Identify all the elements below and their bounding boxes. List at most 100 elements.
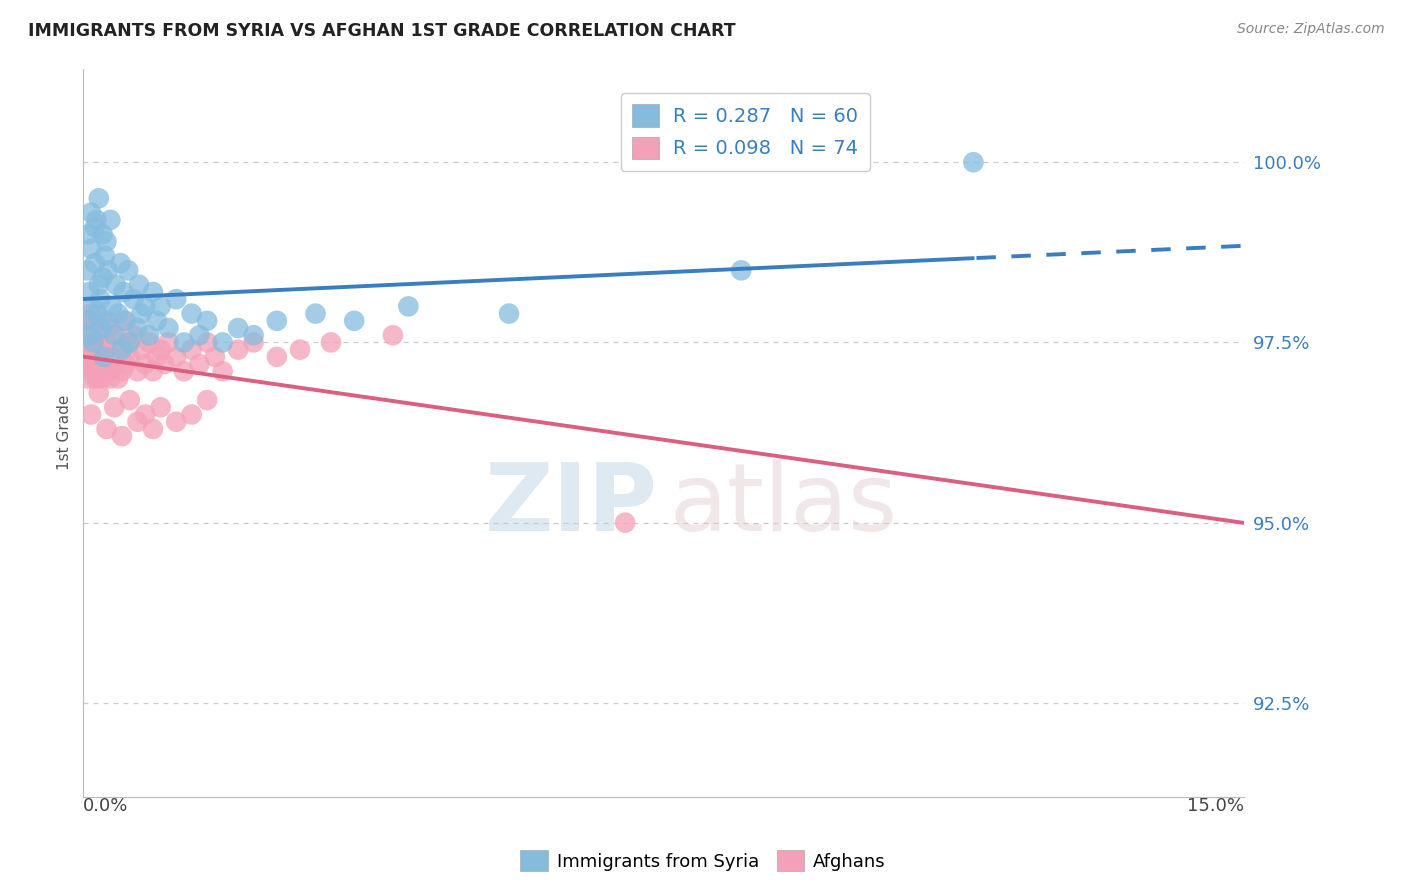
Point xyxy=(100,371,122,385)
Point xyxy=(498,307,520,321)
Point xyxy=(319,335,342,350)
Point xyxy=(84,321,107,335)
Point xyxy=(97,321,120,335)
Point xyxy=(122,328,145,343)
Point xyxy=(142,364,165,378)
Point xyxy=(104,328,127,343)
Point xyxy=(142,285,165,299)
Point xyxy=(91,371,114,385)
Point xyxy=(211,364,233,378)
Point xyxy=(103,401,125,415)
Point xyxy=(173,335,195,350)
Point xyxy=(204,350,226,364)
Point xyxy=(91,227,114,242)
Text: ZIP: ZIP xyxy=(485,459,658,551)
Point xyxy=(157,321,180,335)
Point xyxy=(103,328,125,343)
Point xyxy=(149,401,172,415)
Point xyxy=(94,357,117,371)
Point xyxy=(115,314,138,328)
Point xyxy=(149,343,172,357)
Point xyxy=(118,350,141,364)
Point xyxy=(138,328,160,343)
Point xyxy=(111,364,134,378)
Text: 15.0%: 15.0% xyxy=(1187,797,1244,814)
Point xyxy=(101,350,124,364)
Point xyxy=(87,191,110,205)
Point xyxy=(82,364,104,378)
Point xyxy=(86,213,108,227)
Point xyxy=(87,371,110,385)
Point xyxy=(75,350,97,364)
Point xyxy=(79,307,101,321)
Legend: Immigrants from Syria, Afghans: Immigrants from Syria, Afghans xyxy=(513,843,893,879)
Point xyxy=(122,292,145,306)
Point xyxy=(96,314,118,328)
Point xyxy=(97,364,120,378)
Point xyxy=(80,205,103,219)
Point xyxy=(115,357,138,371)
Point xyxy=(180,307,202,321)
Point xyxy=(226,343,249,357)
Point xyxy=(165,415,187,429)
Point xyxy=(165,292,187,306)
Point xyxy=(730,263,752,277)
Point xyxy=(89,292,111,306)
Text: Source: ZipAtlas.com: Source: ZipAtlas.com xyxy=(1237,22,1385,37)
Point xyxy=(226,321,249,335)
Point xyxy=(110,256,132,270)
Point xyxy=(110,343,132,357)
Point xyxy=(87,277,110,292)
Point xyxy=(80,343,103,357)
Point xyxy=(266,350,288,364)
Point xyxy=(266,314,288,328)
Point xyxy=(134,357,156,371)
Point xyxy=(82,299,104,313)
Point xyxy=(180,408,202,422)
Point xyxy=(89,314,111,328)
Text: atlas: atlas xyxy=(669,459,898,551)
Point xyxy=(146,350,169,364)
Point xyxy=(100,213,122,227)
Point xyxy=(118,335,141,350)
Point xyxy=(146,314,169,328)
Point xyxy=(87,350,110,364)
Point xyxy=(242,328,264,343)
Point xyxy=(242,335,264,350)
Point xyxy=(104,277,127,292)
Point xyxy=(79,357,101,371)
Point xyxy=(89,364,111,378)
Point xyxy=(96,422,118,436)
Point xyxy=(396,299,419,313)
Point xyxy=(131,307,153,321)
Point xyxy=(94,249,117,263)
Point xyxy=(614,516,637,530)
Text: 0.0%: 0.0% xyxy=(83,797,129,814)
Point xyxy=(80,408,103,422)
Point xyxy=(103,357,125,371)
Point xyxy=(138,335,160,350)
Point xyxy=(142,422,165,436)
Point xyxy=(82,335,104,350)
Point xyxy=(97,263,120,277)
Point xyxy=(96,235,118,249)
Point xyxy=(153,357,176,371)
Point xyxy=(77,371,100,385)
Point xyxy=(304,307,326,321)
Point xyxy=(128,277,150,292)
Text: IMMIGRANTS FROM SYRIA VS AFGHAN 1ST GRADE CORRELATION CHART: IMMIGRANTS FROM SYRIA VS AFGHAN 1ST GRAD… xyxy=(28,22,735,40)
Point xyxy=(111,429,134,443)
Point xyxy=(79,328,101,343)
Point xyxy=(131,343,153,357)
Point xyxy=(112,285,135,299)
Point xyxy=(127,364,149,378)
Point xyxy=(93,350,115,364)
Point xyxy=(90,321,112,335)
Point xyxy=(107,307,129,321)
Point xyxy=(381,328,404,343)
Point xyxy=(111,343,134,357)
Point xyxy=(195,393,218,408)
Point xyxy=(76,314,98,328)
Point xyxy=(134,299,156,313)
Point xyxy=(87,385,110,400)
